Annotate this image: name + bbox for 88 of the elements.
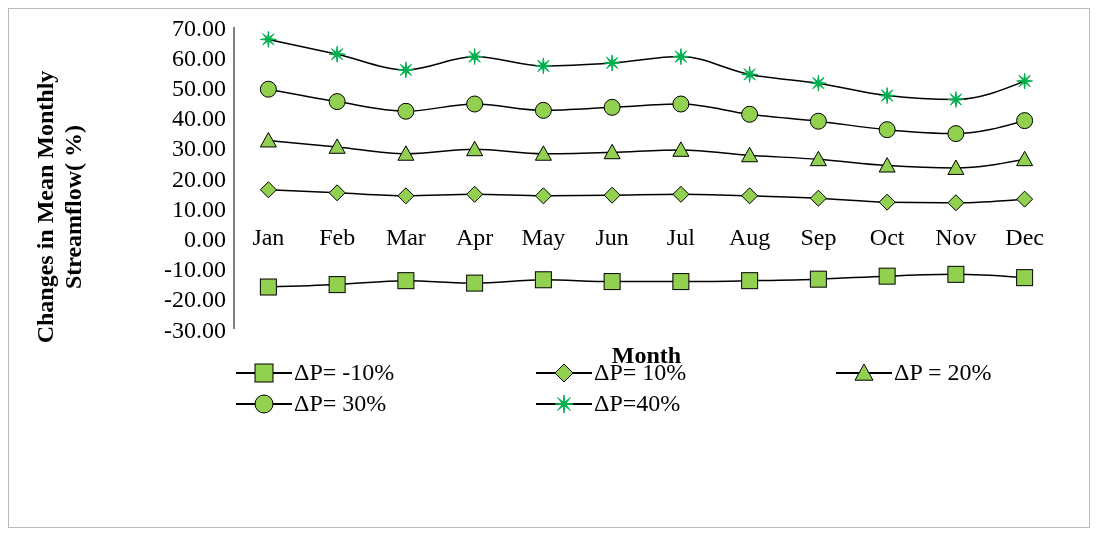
point (947, 194, 965, 212)
point (741, 187, 759, 205)
point (809, 74, 827, 92)
y-tick-label: 40.00 (172, 105, 226, 132)
point (259, 181, 277, 199)
y-tick-label: -30.00 (164, 316, 226, 343)
point (1016, 150, 1034, 167)
point (397, 187, 415, 205)
point (741, 65, 759, 83)
x-tick-label: Oct (869, 224, 905, 250)
y-tick-label: 60.00 (172, 44, 226, 71)
point (466, 48, 484, 66)
legend-label: ΔP = 20% (894, 359, 992, 386)
legend-label: ΔP= 30% (294, 390, 387, 417)
point (466, 95, 484, 113)
point (534, 271, 552, 289)
point (603, 54, 621, 72)
point (741, 272, 759, 290)
point (672, 141, 690, 157)
point (603, 98, 621, 116)
point (672, 95, 690, 113)
point (947, 159, 965, 175)
point (672, 185, 690, 203)
point (672, 48, 690, 66)
point (259, 132, 277, 148)
point (534, 187, 552, 205)
point (328, 45, 346, 63)
point (1016, 112, 1034, 130)
point (741, 105, 759, 123)
point (603, 273, 621, 291)
point (1016, 190, 1034, 208)
point (534, 101, 552, 119)
point (259, 80, 277, 98)
point (947, 265, 965, 283)
point (809, 270, 827, 288)
point (809, 150, 827, 167)
point (397, 272, 415, 290)
point (328, 184, 346, 202)
point (809, 189, 827, 207)
legend-label: ΔP= -10% (294, 359, 395, 386)
point (603, 186, 621, 204)
point (534, 145, 552, 161)
y-tick-label: -20.00 (164, 286, 226, 313)
point (878, 267, 896, 285)
point (1016, 72, 1034, 90)
x-tick-label: Dec (1005, 224, 1044, 250)
point (672, 273, 690, 291)
point (259, 30, 277, 48)
y-tick-label: 70.00 (172, 14, 226, 41)
point (603, 143, 621, 160)
point (741, 146, 759, 163)
point (397, 61, 415, 79)
point (878, 121, 896, 139)
x-tick-label: May (521, 224, 566, 250)
point (397, 145, 415, 161)
x-tick-label: Aug (728, 224, 771, 250)
point (809, 112, 827, 130)
point (328, 93, 346, 111)
x-tick-label: Sep (800, 224, 837, 250)
point (259, 278, 277, 296)
y-axis-title: Changes in Mean Monthly Streamflow( %) (31, 69, 87, 346)
point (878, 157, 896, 173)
x-tick-label: Nov (935, 224, 977, 250)
y-tick-label: 0.00 (184, 225, 226, 252)
y-tick-label: 10.00 (172, 195, 226, 222)
y-tick-label: 20.00 (172, 165, 226, 192)
point (534, 57, 552, 75)
point (947, 90, 965, 108)
point (466, 140, 484, 157)
point (397, 102, 415, 120)
y-tick-label: -10.00 (164, 256, 226, 283)
point (1016, 269, 1034, 287)
x-tick-label: Apr (455, 224, 494, 250)
point (328, 276, 346, 294)
point (878, 193, 896, 211)
y-tick-label: 50.00 (172, 74, 226, 101)
point (466, 274, 484, 292)
x-tick-label: Jul (666, 224, 696, 250)
y-tick-label: 30.00 (172, 135, 226, 162)
point (878, 87, 896, 105)
x-tick-label: Feb (319, 224, 356, 250)
x-tick-label: Jun (595, 224, 629, 250)
x-tick-label: Jan (252, 224, 285, 250)
point (328, 138, 346, 154)
point (947, 125, 965, 143)
point (466, 185, 484, 203)
legend-label: ΔP=40% (594, 390, 681, 417)
x-tick-label: Mar (385, 224, 426, 250)
